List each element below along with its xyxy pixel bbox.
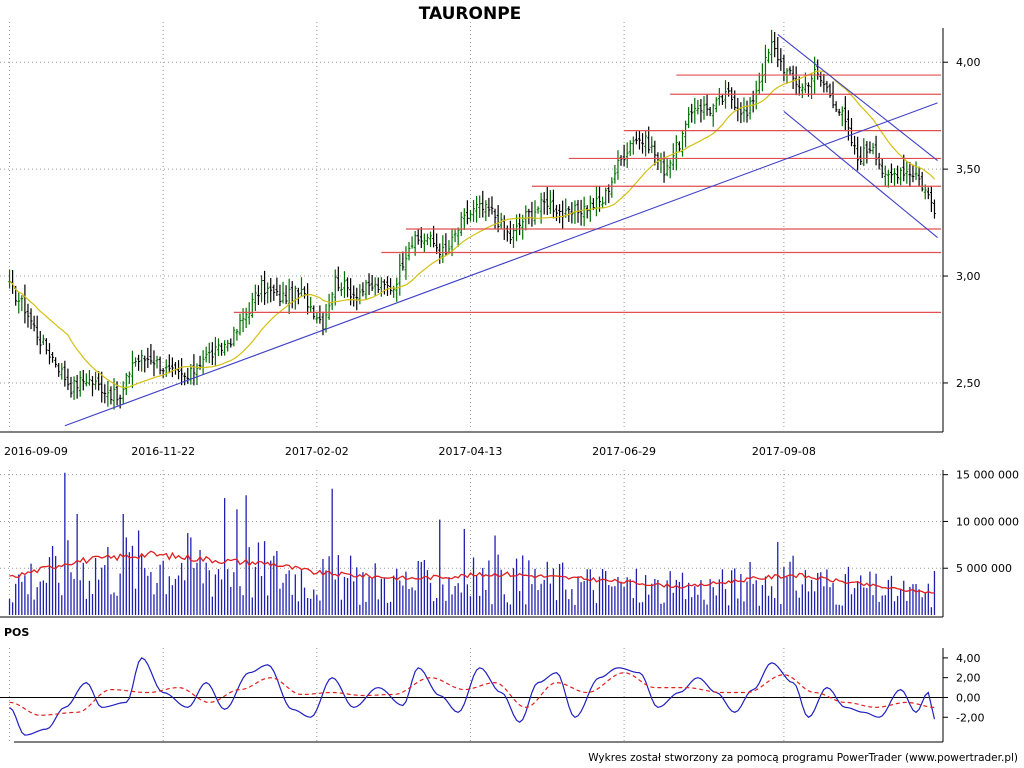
trend-line [64, 102, 938, 427]
price-tick-label: 2,50 [956, 377, 981, 390]
volume-tick-label: 15 000 000 [956, 469, 1019, 482]
footer-credit: Wykres został stworzony za pomocą progra… [588, 752, 1018, 764]
x-tick-label: 2017-09-08 [752, 445, 816, 458]
trend-line [777, 33, 938, 162]
volume-tick-label: 10 000 000 [956, 515, 1019, 528]
pos-tick-label: 0,00 [956, 691, 981, 704]
pos-oscillator-line [9, 657, 936, 736]
x-tick-label: 2016-11-22 [131, 445, 195, 458]
x-tick-label: 2017-06-29 [592, 445, 656, 458]
pos-tick-label: 4,00 [956, 652, 981, 665]
pos-tick-label: -2,00 [956, 711, 984, 724]
price-panel: 2016-09-09 2016-11-22 2017-02-02 2017-04-13… [0, 22, 981, 458]
x-tick-label: 2017-02-02 [285, 445, 349, 458]
volume-average-line [9, 550, 935, 594]
trend-line [783, 110, 938, 238]
price-tick-label: 3,00 [956, 270, 981, 283]
pos-panel-label: POS [4, 626, 29, 639]
pos-signal-line [9, 672, 935, 716]
price-tick-label: 3,50 [956, 163, 981, 176]
chart-title: TAURONPE [419, 4, 522, 24]
volume-panel: 5 000 000 10 000 000 15 000 000 [0, 469, 1019, 618]
pos-panel: POS 4,00 2,00 0,00 -2,00 [0, 626, 984, 743]
volume-tick-label: 5 000 000 [956, 562, 1012, 575]
pos-tick-label: 2,00 [956, 672, 981, 685]
moving-average-line [9, 70, 935, 389]
x-tick-label: 2017-04-13 [438, 445, 502, 458]
price-tick-label: 4,00 [956, 56, 981, 69]
x-tick-label: 2016-09-09 [4, 445, 68, 458]
